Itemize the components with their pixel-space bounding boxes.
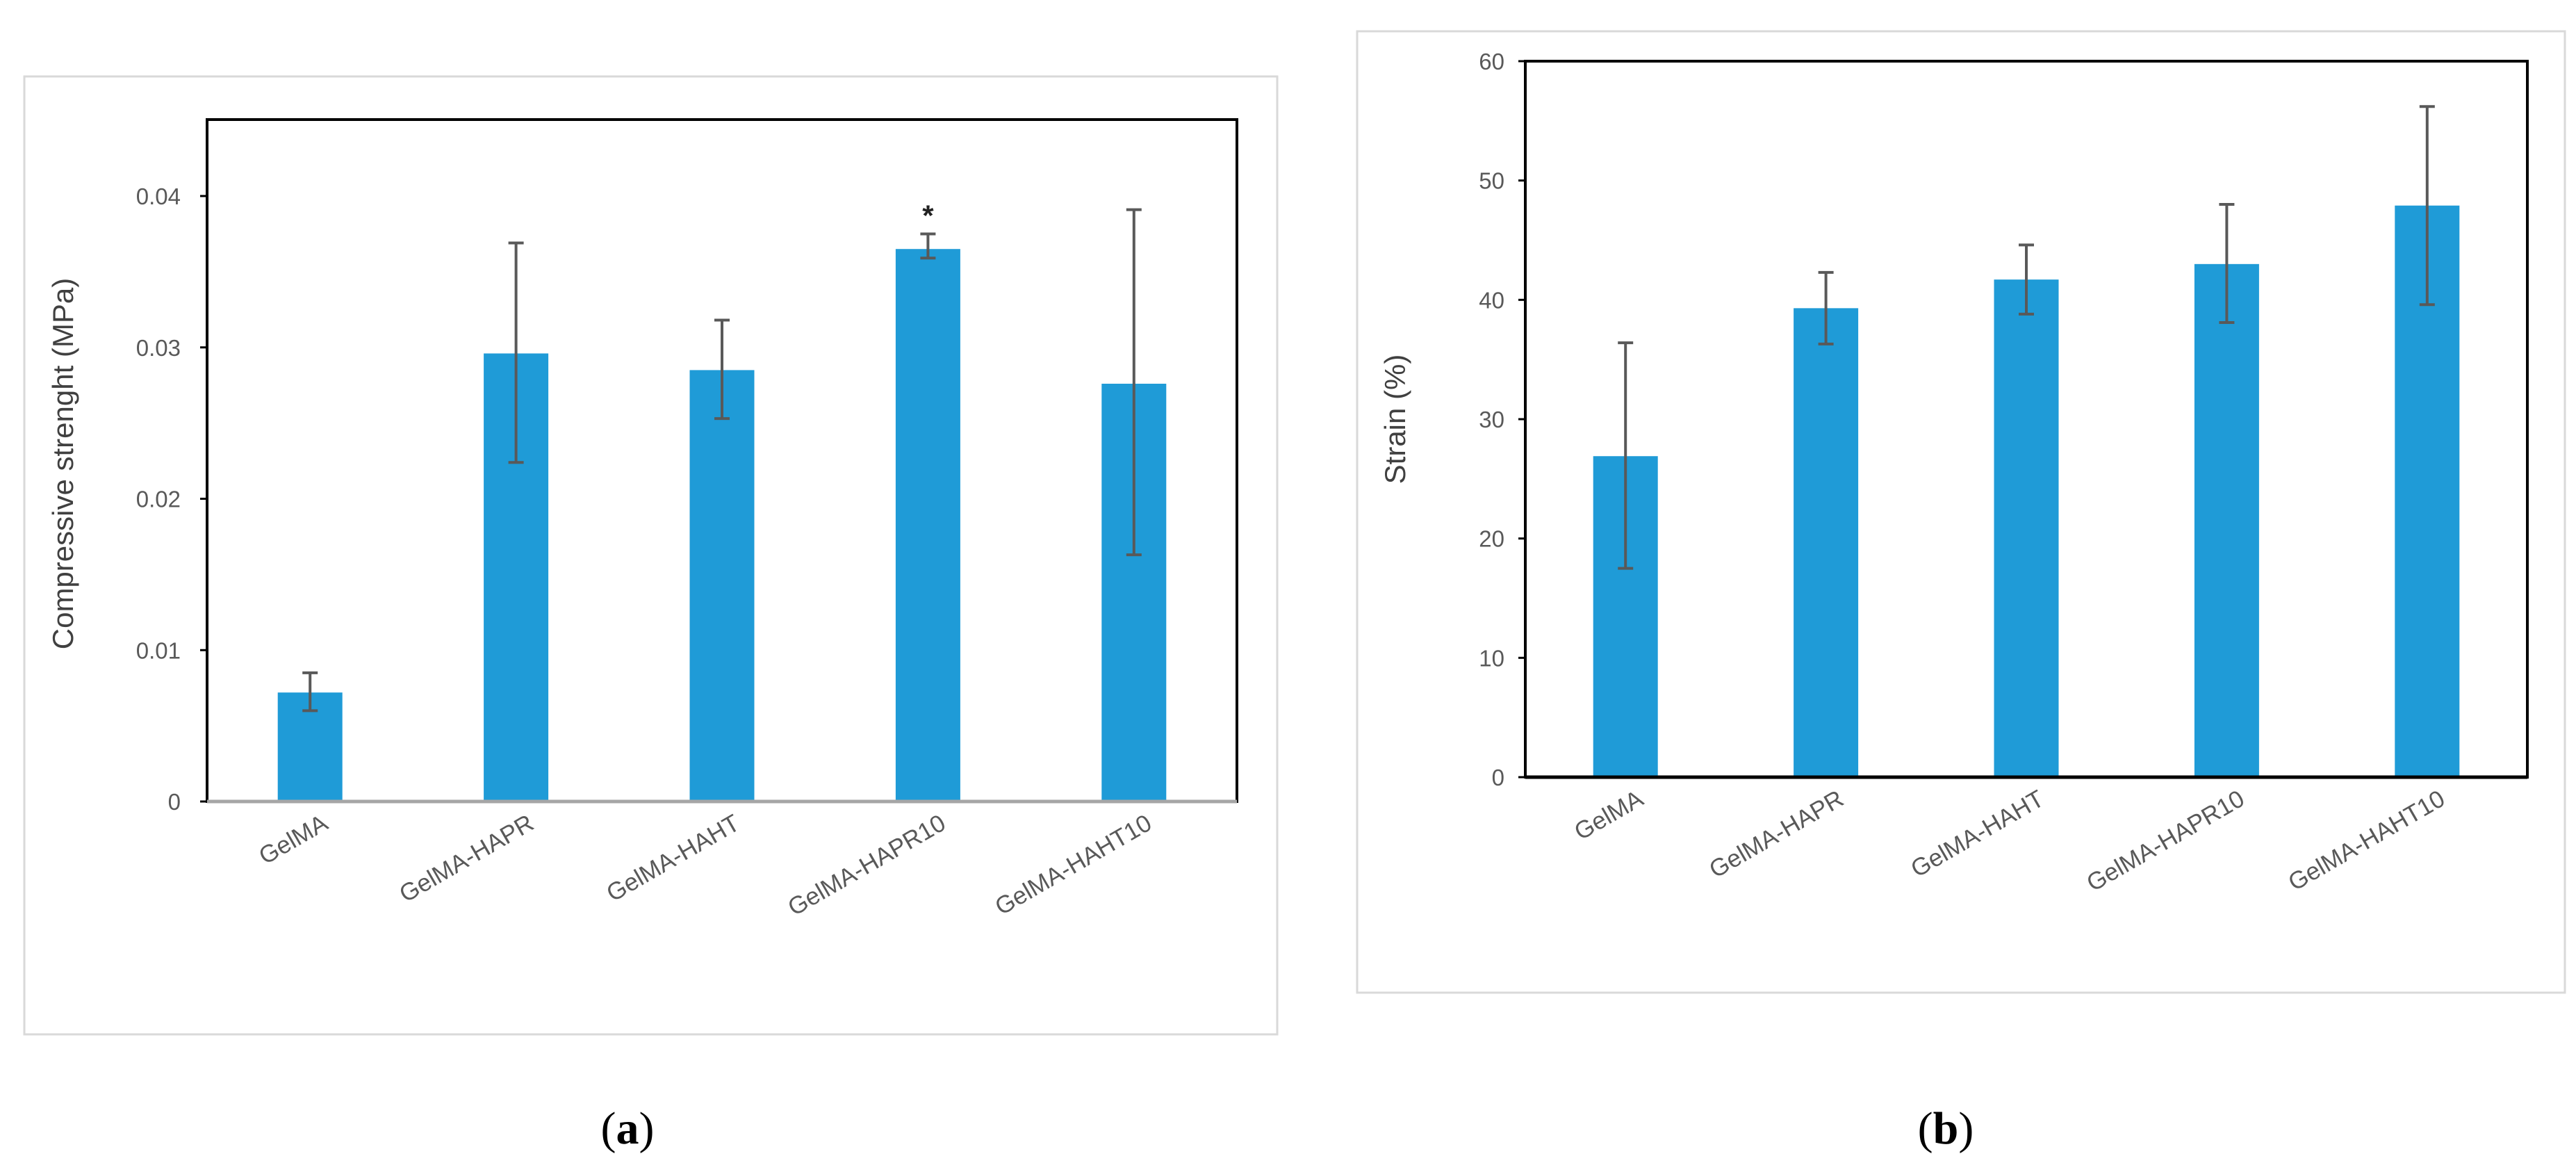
y-tick-label-a: 0.01 <box>136 637 181 663</box>
bar-b <box>1994 279 2059 777</box>
panel-a: Compressive strenght (MPa) 0 0.01 0.02 0.03… <box>23 75 1279 1036</box>
y-tick-label-b: 30 <box>1479 407 1504 432</box>
caption-a-close: ) <box>639 1103 655 1154</box>
y-axis-label-b: Strain (%) <box>1379 355 1411 485</box>
y-tick-label-a: 0.03 <box>136 335 181 361</box>
caption-b-open: ( <box>1918 1103 1933 1154</box>
significance-marker: * <box>922 199 934 231</box>
y-tick-label-b: 20 <box>1479 526 1504 552</box>
bar-a <box>895 249 960 801</box>
caption-a: (a) <box>601 1103 655 1154</box>
y-tick-label-b: 0 <box>1492 765 1504 790</box>
caption-a-open: ( <box>601 1103 616 1154</box>
panel-a-frame <box>23 75 1279 1036</box>
bar-a <box>689 370 755 801</box>
bar-b <box>1794 308 1859 778</box>
y-tick-label-a: 0 <box>168 789 181 815</box>
y-tick-label-a: 0.02 <box>136 487 181 512</box>
bar-b <box>2194 263 2259 777</box>
y-tick-label-b: 40 <box>1479 287 1504 313</box>
caption-b-letter: b <box>1933 1103 1959 1154</box>
y-tick-label-b: 50 <box>1479 168 1504 194</box>
y-tick-label-b: 10 <box>1479 645 1504 671</box>
panel-b-frame <box>1356 30 2566 994</box>
y-tick-label-b: 60 <box>1479 49 1504 74</box>
y-tick-label-a: 0.04 <box>136 184 181 209</box>
caption-b-close: ) <box>1958 1103 1974 1154</box>
y-axis-label-a: Compressive strenght (MPa) <box>47 278 79 650</box>
caption-b: (b) <box>1918 1103 1974 1154</box>
caption-a-letter: a <box>616 1103 639 1154</box>
